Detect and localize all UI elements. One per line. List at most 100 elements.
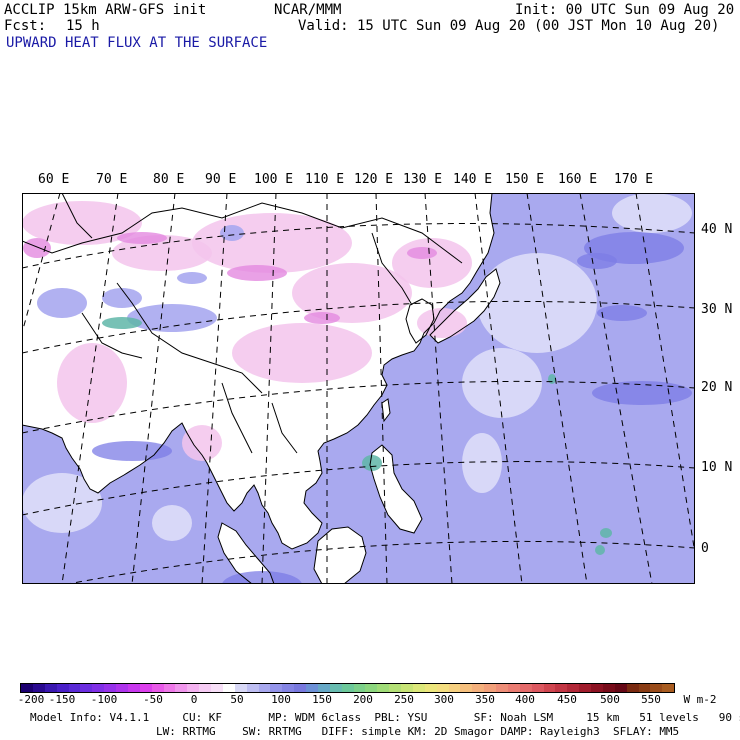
lon-label: 130 E: [403, 172, 443, 187]
lon-label: 120 E: [354, 172, 394, 187]
colorbar-swatch: [555, 684, 568, 692]
colorbar-swatch: [460, 684, 473, 692]
colorbar-swatch: [614, 684, 627, 692]
colorbar-label: 100: [271, 693, 291, 706]
colorbar-swatch: [187, 684, 200, 692]
colorbar-swatch: [80, 684, 93, 692]
colorbar-swatch: [531, 684, 544, 692]
colorbar-swatch: [638, 684, 651, 692]
colorbar-swatch: [199, 684, 211, 692]
ocean-flux-patches: [92, 232, 692, 584]
heat-flux-map: [22, 193, 695, 584]
coastlines: [22, 193, 501, 584]
near-zero-flux-patches: [22, 193, 692, 541]
colorbar-swatch: [567, 684, 580, 692]
lon-label: 150 E: [505, 172, 545, 187]
colorbar-swatch: [377, 684, 390, 692]
valid-time: Valid: 15 UTC Sun 09 Aug 20 (00 JST Mon …: [298, 18, 720, 34]
colorbar-swatch: [246, 684, 259, 692]
lat-label: 0: [701, 541, 709, 556]
colorbar-swatch: [222, 684, 235, 692]
lon-label: 160 E: [558, 172, 598, 187]
lon-label: 110 E: [305, 172, 345, 187]
colorbar-swatch: [353, 684, 366, 692]
colorbar-swatch: [68, 684, 81, 692]
colorbar-swatch: [270, 684, 283, 692]
lon-label: 90 E: [205, 172, 237, 187]
colorbar-label: 150: [312, 693, 332, 706]
colorbar-swatch: [626, 684, 639, 692]
colorbar-swatch: [591, 684, 603, 692]
colorbar-label: 500: [600, 693, 620, 706]
colorbar-swatch: [412, 684, 425, 692]
forecast-hour: 15 h: [66, 18, 100, 34]
colorbar-swatch: [32, 684, 45, 692]
colorbar-label: -150: [48, 693, 76, 706]
colorbar-label: 450: [557, 693, 577, 706]
colorbar-label: -200: [17, 693, 45, 706]
lon-label: 70 E: [96, 172, 128, 187]
lat-label: 30 N: [701, 302, 733, 317]
philippines: [370, 445, 422, 533]
colorbar-swatch: [341, 684, 354, 692]
colorbar-label: 0: [190, 693, 198, 706]
colorbar-label: -100: [90, 693, 118, 706]
colorbar-swatch: [175, 684, 188, 692]
colorbar: [20, 683, 675, 693]
colorbar-label: 400: [515, 693, 535, 706]
colorbar-label: 50: [230, 693, 244, 706]
map-frame: [22, 193, 695, 584]
colorbar-swatch: [234, 684, 247, 692]
colorbar-label: 200: [353, 693, 373, 706]
init-time: Init: 00 UTC Sun 09 Aug 20: [515, 2, 735, 18]
malay-sumatra: [218, 523, 274, 584]
model-info-line1: Model Info: V4.1.1 CU: KF MP: WDM 6class…: [30, 711, 740, 724]
forecast-label: Fcst:: [4, 18, 47, 34]
colorbar-swatch: [44, 684, 57, 692]
colorbar-swatch: [211, 684, 223, 692]
colorbar-swatch: [56, 684, 69, 692]
colorbar-swatch: [650, 684, 663, 692]
colorbar-swatch: [472, 684, 485, 692]
colorbar-swatch: [104, 684, 116, 692]
colorbar-unit: W m-2: [683, 693, 717, 706]
colorbar-swatch: [127, 684, 140, 692]
colorbar-swatch: [484, 684, 496, 692]
colorbar-swatch: [579, 684, 591, 692]
colorbar-swatch: [116, 684, 128, 692]
colorbar-swatch: [496, 684, 508, 692]
colorbar-swatch: [294, 684, 306, 692]
colorbar-swatch: [139, 684, 152, 692]
model-title: ACCLIP 15km ARW-GFS init: [4, 2, 207, 18]
colorbar-swatch: [329, 684, 342, 692]
lon-label: 60 E: [38, 172, 70, 187]
negative-flux-patches: [22, 201, 472, 461]
colorbar-swatch: [365, 684, 378, 692]
model-info-line2: LW: RRTMG SW: RRTMG DIFF: simple KM: 2D …: [156, 725, 680, 738]
colorbar-swatch: [317, 684, 330, 692]
colorbar-swatch: [543, 684, 556, 692]
colorbar-swatch: [662, 684, 675, 692]
colorbar-swatch: [282, 684, 295, 692]
field-title: UPWARD HEAT FLUX AT THE SURFACE: [6, 35, 268, 51]
colorbar-swatch: [306, 684, 318, 692]
graticule-lines: [22, 193, 695, 584]
colorbar-label: 550: [641, 693, 661, 706]
colorbar-swatch: [258, 684, 271, 692]
colorbar-swatch: [151, 684, 164, 692]
colorbar-swatch: [389, 684, 401, 692]
colorbar-swatch: [21, 684, 33, 692]
lon-label: 140 E: [453, 172, 493, 187]
lat-label: 20 N: [701, 380, 733, 395]
colorbar-swatch: [401, 684, 413, 692]
colorbar-label: 300: [434, 693, 454, 706]
colorbar-swatch: [507, 684, 520, 692]
lat-label: 40 N: [701, 222, 733, 237]
colorbar-swatch: [92, 684, 105, 692]
lon-label: 100 E: [254, 172, 294, 187]
colorbar-swatch: [163, 684, 176, 692]
colorbar-swatch: [436, 684, 449, 692]
colorbar-label: -50: [143, 693, 163, 706]
lon-label: 170 E: [614, 172, 654, 187]
colorbar-swatch: [424, 684, 437, 692]
